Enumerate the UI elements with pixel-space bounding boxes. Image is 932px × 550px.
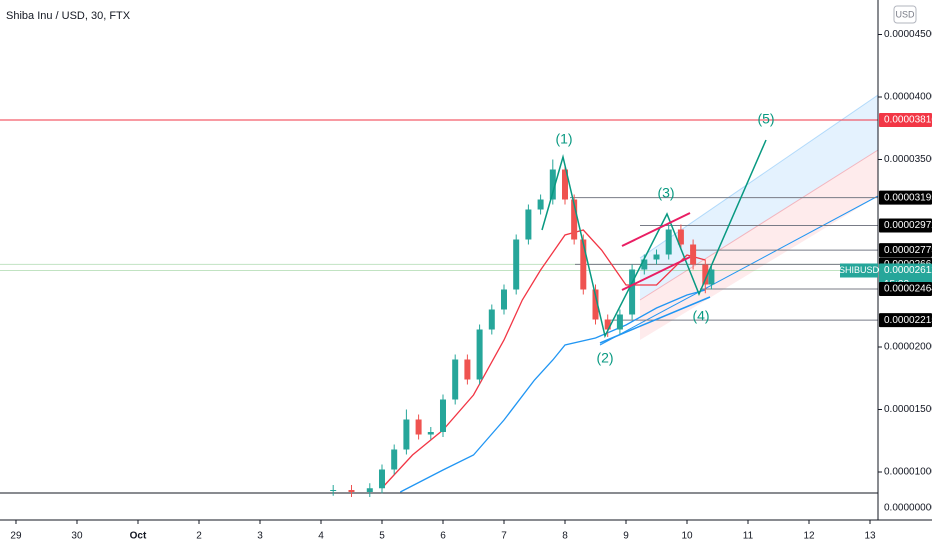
candle-body <box>708 269 715 285</box>
price-label: 0.00002215 <box>884 315 932 326</box>
candle-body <box>580 239 587 290</box>
candle-body <box>464 359 471 380</box>
candle-body <box>537 199 544 210</box>
x-tick-label: 12 <box>803 531 815 542</box>
y-tick-label: 0.00003500 <box>884 154 932 165</box>
candle-body <box>702 264 709 285</box>
trend-line <box>599 296 711 344</box>
price-label-box <box>879 282 932 296</box>
price-label: 0.00002775 <box>884 245 932 256</box>
elliott-wave <box>541 139 767 339</box>
candle-body <box>427 432 434 435</box>
x-tick-label: 11 <box>743 531 754 542</box>
y-tick-label: 0.00000000 <box>884 503 932 514</box>
symbol-box <box>840 263 878 278</box>
y-tick-label: 0.00004000 <box>884 92 932 103</box>
candle-body <box>500 289 507 310</box>
candle-body <box>403 419 410 450</box>
symbol-label: SHIBUSD <box>839 265 880 275</box>
moving-average <box>381 229 706 489</box>
trend-line <box>621 212 691 247</box>
trend-line <box>621 256 691 291</box>
price-label-box <box>879 313 932 328</box>
candle-body <box>378 469 385 489</box>
x-tick-label: 10 <box>681 531 693 542</box>
y-tick-label: 0.00001000 <box>884 467 932 478</box>
x-tick-label: 29 <box>10 531 22 542</box>
currency-button-label[interactable]: USD <box>895 9 915 19</box>
wave-label: (3) <box>657 185 674 201</box>
candle-body <box>330 490 337 491</box>
candle-body <box>629 269 636 315</box>
chart-title: Shiba Inu / USD, 30, FTX <box>6 10 131 22</box>
candle-body <box>665 229 672 255</box>
candle-body <box>513 239 520 290</box>
x-tick-label: 30 <box>71 531 83 542</box>
x-tick-label: 6 <box>440 531 446 542</box>
x-tick-label: Oct <box>130 531 147 542</box>
x-tick-label: 5 <box>379 531 385 542</box>
candle-body <box>616 314 623 330</box>
x-tick-label: 9 <box>623 531 629 542</box>
candle-body <box>561 169 568 200</box>
price-label-box <box>879 190 932 205</box>
price-label-box <box>879 113 932 127</box>
price-label: 0.00003816 <box>884 115 932 126</box>
y-tick-label: 0.00002000 <box>884 342 932 353</box>
wave-label: (5) <box>757 111 774 127</box>
candle-body <box>366 488 373 492</box>
price-label: 0.00002464 <box>884 284 932 295</box>
x-tick-label: 3 <box>257 531 263 542</box>
x-tick-label: 7 <box>501 531 507 542</box>
price-label: 0.00003195 <box>884 192 932 203</box>
candle-body <box>439 399 446 432</box>
candle-body <box>415 419 422 435</box>
price-label: 0.00002612 <box>884 265 932 276</box>
price-label-box <box>879 218 932 233</box>
wave-label: (4) <box>692 308 709 324</box>
candle-body <box>348 490 355 492</box>
plot-area <box>0 119 878 497</box>
wave-label: (2) <box>596 350 613 366</box>
candle-body <box>641 259 648 270</box>
wave-label: (1) <box>555 131 572 147</box>
x-tick-label: 13 <box>864 531 876 542</box>
candle-body <box>549 169 556 200</box>
x-tick-label: 4 <box>318 531 324 542</box>
moving-average <box>399 289 706 493</box>
price-label: 0.00002972 <box>884 220 932 231</box>
candle-body <box>452 359 459 400</box>
y-tick-label: 0.00001500 <box>884 404 932 415</box>
candle-body <box>571 199 578 240</box>
candle-body <box>604 319 611 330</box>
candle-body <box>690 244 697 265</box>
candle-body <box>592 289 599 320</box>
candle-body <box>677 229 684 245</box>
candle-body <box>391 449 398 470</box>
candle-body <box>488 309 495 330</box>
candle-body <box>653 254 660 260</box>
price-label-box <box>879 243 932 258</box>
x-tick-label: 2 <box>196 531 202 542</box>
candle-body <box>476 329 483 380</box>
currency-button[interactable] <box>893 5 917 24</box>
candle-body <box>525 209 532 240</box>
x-tick-label: 8 <box>562 531 568 542</box>
y-tick-label: 0.00004500 <box>884 29 932 40</box>
